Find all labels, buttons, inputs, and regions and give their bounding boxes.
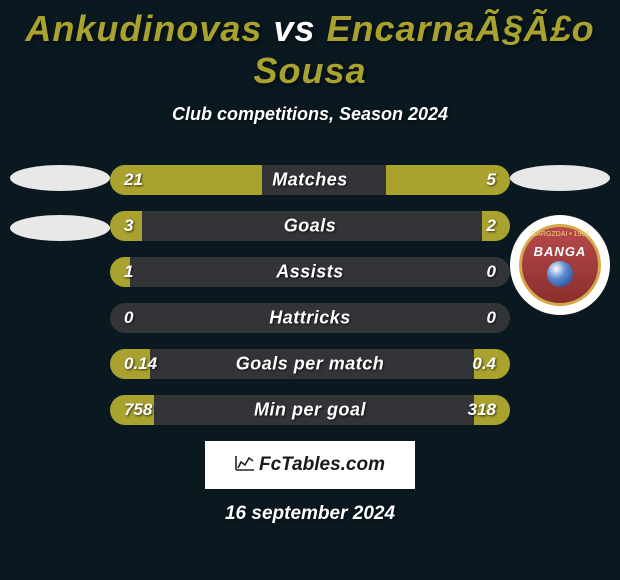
value-right: 5 <box>487 170 496 190</box>
team1-badge <box>10 165 110 265</box>
player1-name: Ankudinovas <box>25 8 262 49</box>
value-right: 0 <box>487 262 496 282</box>
date-text: 16 september 2024 <box>0 503 620 525</box>
row-label: Hattricks <box>269 308 351 329</box>
value-right: 0 <box>487 308 496 328</box>
value-left: 0.14 <box>124 354 157 374</box>
stat-row: 0.14 0.4 Goals per match <box>110 349 510 379</box>
team2-badge: GARGZDAI • 1966 BANGA <box>510 165 610 265</box>
soccer-ball-icon <box>547 261 573 287</box>
value-right: 0.4 <box>472 354 496 374</box>
vs-text: vs <box>273 8 315 49</box>
source-text: FcTables.com <box>259 454 385 476</box>
value-right: 2 <box>487 216 496 236</box>
stat-row: 758 318 Min per goal <box>110 395 510 425</box>
row-label: Goals <box>284 216 337 237</box>
stat-row: 0 0 Hattricks <box>110 303 510 333</box>
crest-top-text: GARGZDAI • 1966 <box>531 231 589 238</box>
value-right: 318 <box>468 400 496 420</box>
page-title: Ankudinovas vs EncarnaÃ§Ã£o Sousa <box>0 0 620 92</box>
chart-icon <box>235 455 255 476</box>
crest-name: BANGA <box>534 244 587 259</box>
placeholder-ellipse-icon <box>10 215 110 241</box>
stat-row: 3 2 Goals <box>110 211 510 241</box>
row-label: Assists <box>276 262 344 283</box>
value-left: 1 <box>124 262 133 282</box>
value-left: 0 <box>124 308 133 328</box>
team2-crest: GARGZDAI • 1966 BANGA <box>510 215 610 315</box>
source-badge: FcTables.com <box>205 441 415 489</box>
stat-rows: 21 5 Matches 3 2 Goals 1 0 Assists 0 0 Hattricks 0.1… <box>110 165 510 425</box>
row-label: Goals per match <box>236 354 385 375</box>
stat-row: 21 5 Matches <box>110 165 510 195</box>
crest-shield-icon: GARGZDAI • 1966 BANGA <box>519 224 601 306</box>
value-left: 21 <box>124 170 143 190</box>
placeholder-ellipse-icon <box>510 165 610 191</box>
row-label: Min per goal <box>254 400 366 421</box>
placeholder-ellipse-icon <box>10 165 110 191</box>
row-label: Matches <box>272 170 348 191</box>
subtitle: Club competitions, Season 2024 <box>0 104 620 125</box>
stats-area: GARGZDAI • 1966 BANGA 21 5 Matches 3 2 Goals 1… <box>0 165 620 425</box>
value-left: 758 <box>124 400 152 420</box>
value-left: 3 <box>124 216 133 236</box>
stat-row: 1 0 Assists <box>110 257 510 287</box>
